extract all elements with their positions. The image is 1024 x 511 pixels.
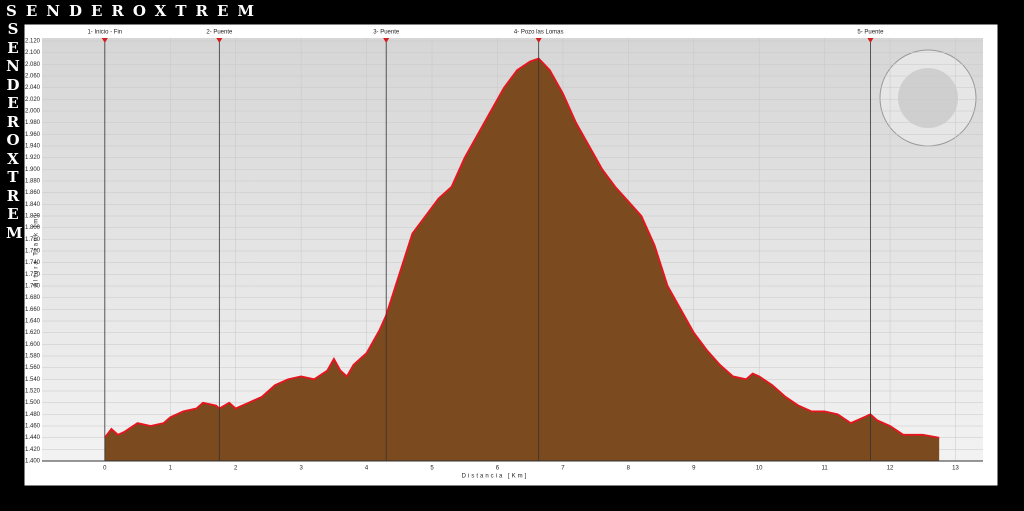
waypoint-marker: [383, 38, 390, 43]
waypoint-label: 3- Puente: [373, 30, 400, 36]
y-tick-label: 1.540: [25, 377, 41, 383]
y-tick-label: 1.500: [25, 400, 41, 406]
y-tick-label: 1.860: [25, 190, 41, 196]
y-tick-label: 1.900: [25, 167, 41, 173]
waypoint-label: 4- Pozo las Lomas: [514, 30, 564, 36]
x-tick-label: 11: [822, 466, 829, 472]
waypoint-marker: [535, 38, 542, 43]
y-tick-label: 1.980: [25, 120, 41, 126]
y-tick-label: 1.680: [25, 295, 41, 301]
y-tick-label: 1.840: [25, 202, 41, 208]
y-tick-label: 1.740: [25, 260, 41, 266]
x-tick-label: 9: [692, 466, 696, 472]
y-axis-label: Altura Track [m]: [34, 213, 40, 287]
y-tick-label: 1.920: [25, 155, 41, 161]
y-tick-label: 1.420: [25, 447, 41, 453]
brand-title: SENDEROXTREM: [6, 2, 263, 20]
x-tick-label: 6: [496, 466, 500, 472]
y-tick-label: 1.760: [25, 249, 41, 255]
y-tick-label: 2.040: [25, 85, 41, 91]
y-tick-label: 1.720: [25, 272, 41, 278]
x-tick-label: 8: [627, 466, 631, 472]
y-tick-label: 2.120: [25, 39, 41, 45]
y-tick-label: 1.600: [25, 342, 41, 348]
x-tick-label: 5: [430, 466, 434, 472]
y-tick-label: 1.480: [25, 412, 41, 418]
x-tick-label: 0: [103, 466, 107, 472]
brand-vertical: SENDEROXTREM: [6, 20, 23, 242]
y-tick-label: 1.960: [25, 132, 41, 138]
waypoint-marker: [101, 38, 108, 43]
y-tick-label: 1.440: [25, 435, 41, 441]
elevation-area: [104, 58, 940, 461]
y-tick-label: 1.520: [25, 389, 41, 395]
x-tick-label: 2: [234, 466, 238, 472]
waypoint-label: 1- Inicio - Fin: [87, 30, 122, 36]
y-tick-label: 1.460: [25, 424, 41, 430]
x-tick-label: 1: [169, 466, 173, 472]
y-tick-label: 2.000: [25, 109, 41, 115]
waypoint-marker: [216, 38, 223, 43]
logo: [879, 49, 977, 147]
y-tick-label: 1.620: [25, 330, 41, 336]
y-tick-label: 1.880: [25, 179, 41, 185]
waypoint-marker: [867, 38, 874, 43]
y-tick-label: 1.940: [25, 144, 41, 150]
waypoint-label: 2- Puente: [206, 30, 233, 36]
x-tick-label: 13: [952, 466, 959, 472]
y-tick-label: 2.100: [25, 50, 41, 56]
y-tick-label: 1.400: [25, 459, 41, 465]
y-tick-label: 1.580: [25, 354, 41, 360]
x-axis-label: Distancia [Km]: [462, 474, 529, 480]
x-tick-label: 7: [561, 466, 565, 472]
x-tick-label: 12: [887, 466, 894, 472]
y-tick-label: 2.060: [25, 74, 41, 80]
waypoint-label: 5- Puente: [857, 30, 884, 36]
y-tick-label: 1.640: [25, 319, 41, 325]
y-tick-label: 2.080: [25, 62, 41, 68]
y-tick-label: 1.780: [25, 237, 41, 243]
y-tick-label: 1.660: [25, 307, 41, 313]
y-tick-label: 1.560: [25, 365, 41, 371]
x-tick-label: 4: [365, 466, 369, 472]
y-tick-label: 2.020: [25, 97, 41, 103]
y-tick-label: 1.820: [25, 214, 41, 220]
x-tick-label: 10: [756, 466, 763, 472]
y-tick-label: 1.700: [25, 284, 41, 290]
x-tick-label: 3: [299, 466, 303, 472]
y-tick-label: 1.800: [25, 225, 41, 231]
